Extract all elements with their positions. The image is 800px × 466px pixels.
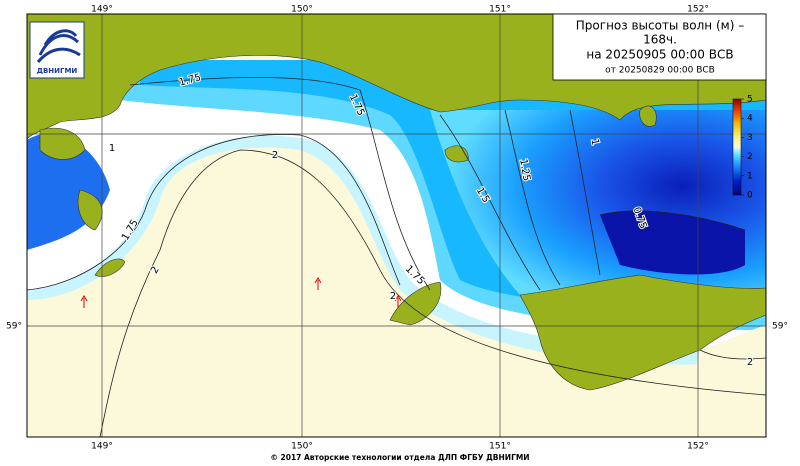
longitude-label: 151° [489, 5, 511, 15]
contour-line [699, 349, 766, 360]
longitude-label: 149° [91, 5, 113, 15]
latitude-label: 59° [6, 322, 22, 332]
land [519, 274, 766, 391]
longitude-label: 150° [291, 442, 313, 452]
colorbar-tick-label: 0 [747, 191, 753, 201]
logo-waves [36, 29, 81, 64]
longitude-label: 150° [291, 5, 313, 15]
contour-label: 2 [390, 291, 396, 302]
colorbar-tick-label: 4 [747, 114, 753, 124]
longitude-label: 152° [687, 442, 709, 452]
contour-line [439, 109, 601, 291]
footer: © 2017 Авторские технологии отдела ДЛП Ф… [270, 453, 529, 462]
map-frame [26, 13, 767, 438]
colorbar [732, 98, 742, 196]
contour-label: 2 [272, 150, 278, 161]
logo: ДВНИГМИ [29, 21, 85, 79]
longitude-label: 152° [687, 5, 709, 15]
title-line: Прогноз высоты волн (м) – [576, 19, 744, 33]
title-line: 168ч. [643, 33, 677, 47]
land [39, 127, 103, 231]
land [94, 258, 126, 277]
contour-line [129, 76, 431, 291]
contour-line [99, 149, 766, 437]
sea-zone [27, 157, 75, 225]
land [389, 281, 442, 326]
title-line: от 20250829 00:00 ВСВ [605, 66, 715, 76]
title-line: на 20250905 00:00 ВСВ [586, 48, 733, 62]
colorbar-tick-label: 2 [747, 152, 753, 162]
colorbar-tick-label: 5 [747, 95, 753, 105]
sea-calm [690, 325, 766, 437]
map [27, 14, 766, 437]
land [639, 105, 657, 127]
contour-label: 2 [747, 357, 753, 368]
sea-zone [600, 210, 745, 275]
graticule [27, 14, 766, 437]
contour-line [27, 134, 401, 291]
wave-arrows [80, 277, 402, 308]
contour-line [599, 210, 746, 231]
colorbar-tick-label: 3 [747, 133, 753, 143]
colorbar-tick-label: 1 [747, 171, 753, 181]
title-background [552, 13, 767, 81]
logo-text: ДВНИГМИ [37, 67, 78, 75]
contour-label: 1 [109, 143, 115, 154]
longitude-label: 151° [489, 442, 511, 452]
contour-label: 1 [589, 138, 601, 146]
latitude-label: 59° [772, 322, 788, 332]
contour-label: 1.25 [517, 158, 532, 182]
title-box: Прогноз высоты волн (м) – 168ч. на 20250… [552, 13, 767, 81]
longitude-label: 149° [91, 442, 113, 452]
